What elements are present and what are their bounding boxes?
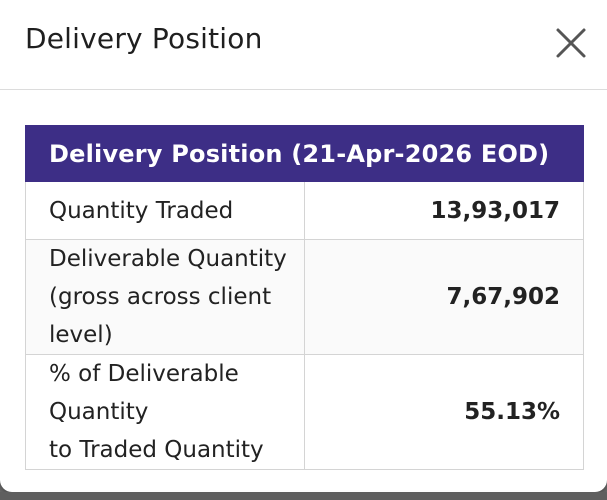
deliverable-quantity-value: 7,67,902 [304, 239, 584, 355]
quantity-traded-label: Quantity Traded [25, 181, 305, 240]
delivery-position-table: Delivery Position (21-Apr-2026 EOD) Quan… [25, 125, 584, 470]
row-label-line: % of Deliverable Quantity [49, 361, 239, 425]
table-row: Deliverable Quantity (gross across clien… [25, 239, 584, 355]
modal-header: Delivery Position [0, 0, 607, 90]
table-header: Delivery Position (21-Apr-2026 EOD) [25, 125, 584, 182]
table-row: % of Deliverable Quantity to Traded Quan… [25, 354, 584, 470]
row-label-line: (gross across client level) [49, 284, 272, 348]
quantity-traded-value: 13,93,017 [304, 181, 584, 240]
row-label-line: Deliverable Quantity [49, 246, 287, 272]
deliverable-percent-label: % of Deliverable Quantity to Traded Quan… [25, 354, 305, 470]
background-overlay [0, 492, 607, 500]
modal-title: Delivery Position [25, 22, 263, 55]
table-header-row: Delivery Position (21-Apr-2026 EOD) [25, 125, 584, 182]
deliverable-percent-value: 55.13% [304, 354, 584, 470]
deliverable-quantity-label: Deliverable Quantity (gross across clien… [25, 239, 305, 355]
delivery-position-table-wrapper: Delivery Position (21-Apr-2026 EOD) Quan… [25, 125, 584, 470]
table-row: Quantity Traded 13,93,017 [25, 181, 584, 240]
close-button[interactable] [552, 24, 590, 62]
row-label-line: Quantity Traded [49, 197, 234, 224]
row-label-line: to Traded Quantity [49, 437, 264, 463]
close-icon [556, 28, 586, 58]
